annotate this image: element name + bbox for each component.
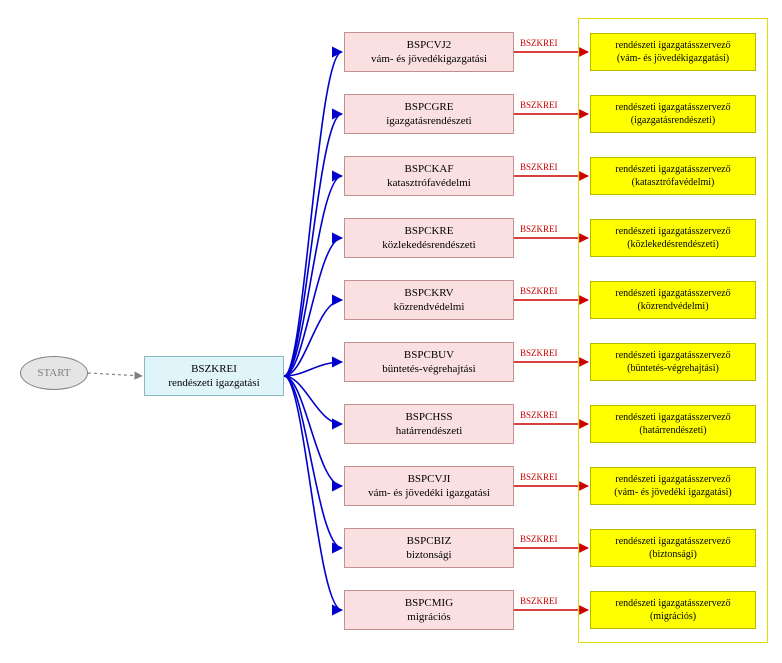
pink-node: BSPCKAFkatasztrófavédelmi bbox=[344, 156, 514, 196]
start-node: START bbox=[20, 356, 88, 390]
yellow-line1: rendészeti igazgatásszervező bbox=[615, 101, 730, 114]
pink-code: BSPCGRE bbox=[405, 100, 454, 114]
yellow-line1: rendészeti igazgatásszervező bbox=[615, 225, 730, 238]
red-edge-label: BSZKREI bbox=[520, 410, 558, 420]
yellow-node: rendészeti igazgatásszervező(vám- és jöv… bbox=[590, 33, 756, 71]
pink-code: BSPCKAF bbox=[405, 162, 454, 176]
pink-code: BSPCHSS bbox=[405, 410, 452, 424]
pink-label: migrációs bbox=[407, 610, 450, 624]
red-edge-label: BSZKREI bbox=[520, 286, 558, 296]
pink-node: BSPCBIZbiztonsági bbox=[344, 528, 514, 568]
pink-node: BSPCKREközlekedésrendészeti bbox=[344, 218, 514, 258]
yellow-line2: (határrendészeti) bbox=[639, 424, 706, 437]
yellow-line2: (közrendvédelmi) bbox=[637, 300, 708, 313]
yellow-line2: (katasztrófavédelmi) bbox=[632, 176, 715, 189]
pink-code: BSPCBUV bbox=[404, 348, 454, 362]
pink-code: BSPCMIG bbox=[405, 596, 453, 610]
pink-code: BSPCVJI bbox=[408, 472, 451, 486]
yellow-line1: rendészeti igazgatásszervező bbox=[615, 39, 730, 52]
pink-code: BSPCBIZ bbox=[407, 534, 452, 548]
red-edge-label: BSZKREI bbox=[520, 348, 558, 358]
yellow-node: rendészeti igazgatásszervező(vám- és jöv… bbox=[590, 467, 756, 505]
yellow-line2: (vám- és jövedékigazgatási) bbox=[617, 52, 729, 65]
yellow-line2: (biztonsági) bbox=[649, 548, 697, 561]
pink-code: BSPCKRE bbox=[405, 224, 454, 238]
pink-node: BSPCKRVközrendvédelmi bbox=[344, 280, 514, 320]
yellow-node: rendészeti igazgatásszervező(büntetés-vé… bbox=[590, 343, 756, 381]
pink-node: BSPCVJIvám- és jövedéki igazgatási bbox=[344, 466, 514, 506]
red-edge-label: BSZKREI bbox=[520, 534, 558, 544]
yellow-node: rendészeti igazgatásszervező(közrendvéde… bbox=[590, 281, 756, 319]
yellow-line2: (közlekedésrendészeti) bbox=[627, 238, 719, 251]
yellow-line1: rendészeti igazgatásszervező bbox=[615, 349, 730, 362]
yellow-line2: (vám- és jövedéki igazgatási) bbox=[614, 486, 731, 499]
pink-label: katasztrófavédelmi bbox=[387, 176, 471, 190]
yellow-line2: (büntetés-végrehajtási) bbox=[627, 362, 719, 375]
yellow-line1: rendészeti igazgatásszervező bbox=[615, 163, 730, 176]
central-code: BSZKREI bbox=[191, 362, 237, 376]
yellow-node: rendészeti igazgatásszervező(közlekedésr… bbox=[590, 219, 756, 257]
red-edge-label: BSZKREI bbox=[520, 472, 558, 482]
pink-node: BSPCGREigazgatásrendészeti bbox=[344, 94, 514, 134]
yellow-node: rendészeti igazgatásszervező(katasztrófa… bbox=[590, 157, 756, 195]
yellow-node: rendészeti igazgatásszervező(határrendés… bbox=[590, 405, 756, 443]
pink-node: BSPCVJ2vám- és jövedékigazgatási bbox=[344, 32, 514, 72]
yellow-line2: (igazgatásrendészeti) bbox=[631, 114, 715, 127]
red-edge-label: BSZKREI bbox=[520, 162, 558, 172]
central-node: BSZKREIrendészeti igazgatási bbox=[144, 356, 284, 396]
yellow-line1: rendészeti igazgatásszervező bbox=[615, 535, 730, 548]
central-label: rendészeti igazgatási bbox=[168, 376, 259, 390]
yellow-line1: rendészeti igazgatásszervező bbox=[615, 411, 730, 424]
yellow-line1: rendészeti igazgatásszervező bbox=[615, 473, 730, 486]
pink-node: BSPCBUVbüntetés-végrehajtási bbox=[344, 342, 514, 382]
yellow-node: rendészeti igazgatásszervező(igazgatásre… bbox=[590, 95, 756, 133]
pink-node: BSPCMIGmigrációs bbox=[344, 590, 514, 630]
pink-code: BSPCKRV bbox=[404, 286, 453, 300]
pink-label: közrendvédelmi bbox=[394, 300, 465, 314]
yellow-line1: rendészeti igazgatásszervező bbox=[615, 597, 730, 610]
red-edge-label: BSZKREI bbox=[520, 596, 558, 606]
pink-label: biztonsági bbox=[406, 548, 451, 562]
pink-label: vám- és jövedéki igazgatási bbox=[368, 486, 490, 500]
yellow-line2: (migrációs) bbox=[650, 610, 696, 623]
pink-node: BSPCHSShatárrendészeti bbox=[344, 404, 514, 444]
yellow-node: rendészeti igazgatásszervező(migrációs) bbox=[590, 591, 756, 629]
pink-code: BSPCVJ2 bbox=[407, 38, 452, 52]
red-edge-label: BSZKREI bbox=[520, 224, 558, 234]
yellow-line1: rendészeti igazgatásszervező bbox=[615, 287, 730, 300]
red-edge-label: BSZKREI bbox=[520, 100, 558, 110]
pink-label: közlekedésrendészeti bbox=[382, 238, 475, 252]
start-label: START bbox=[37, 366, 70, 380]
pink-label: büntetés-végrehajtási bbox=[382, 362, 475, 376]
pink-label: igazgatásrendészeti bbox=[386, 114, 472, 128]
pink-label: vám- és jövedékigazgatási bbox=[371, 52, 487, 66]
yellow-node: rendészeti igazgatásszervező(biztonsági) bbox=[590, 529, 756, 567]
red-edge-label: BSZKREI bbox=[520, 38, 558, 48]
pink-label: határrendészeti bbox=[396, 424, 463, 438]
